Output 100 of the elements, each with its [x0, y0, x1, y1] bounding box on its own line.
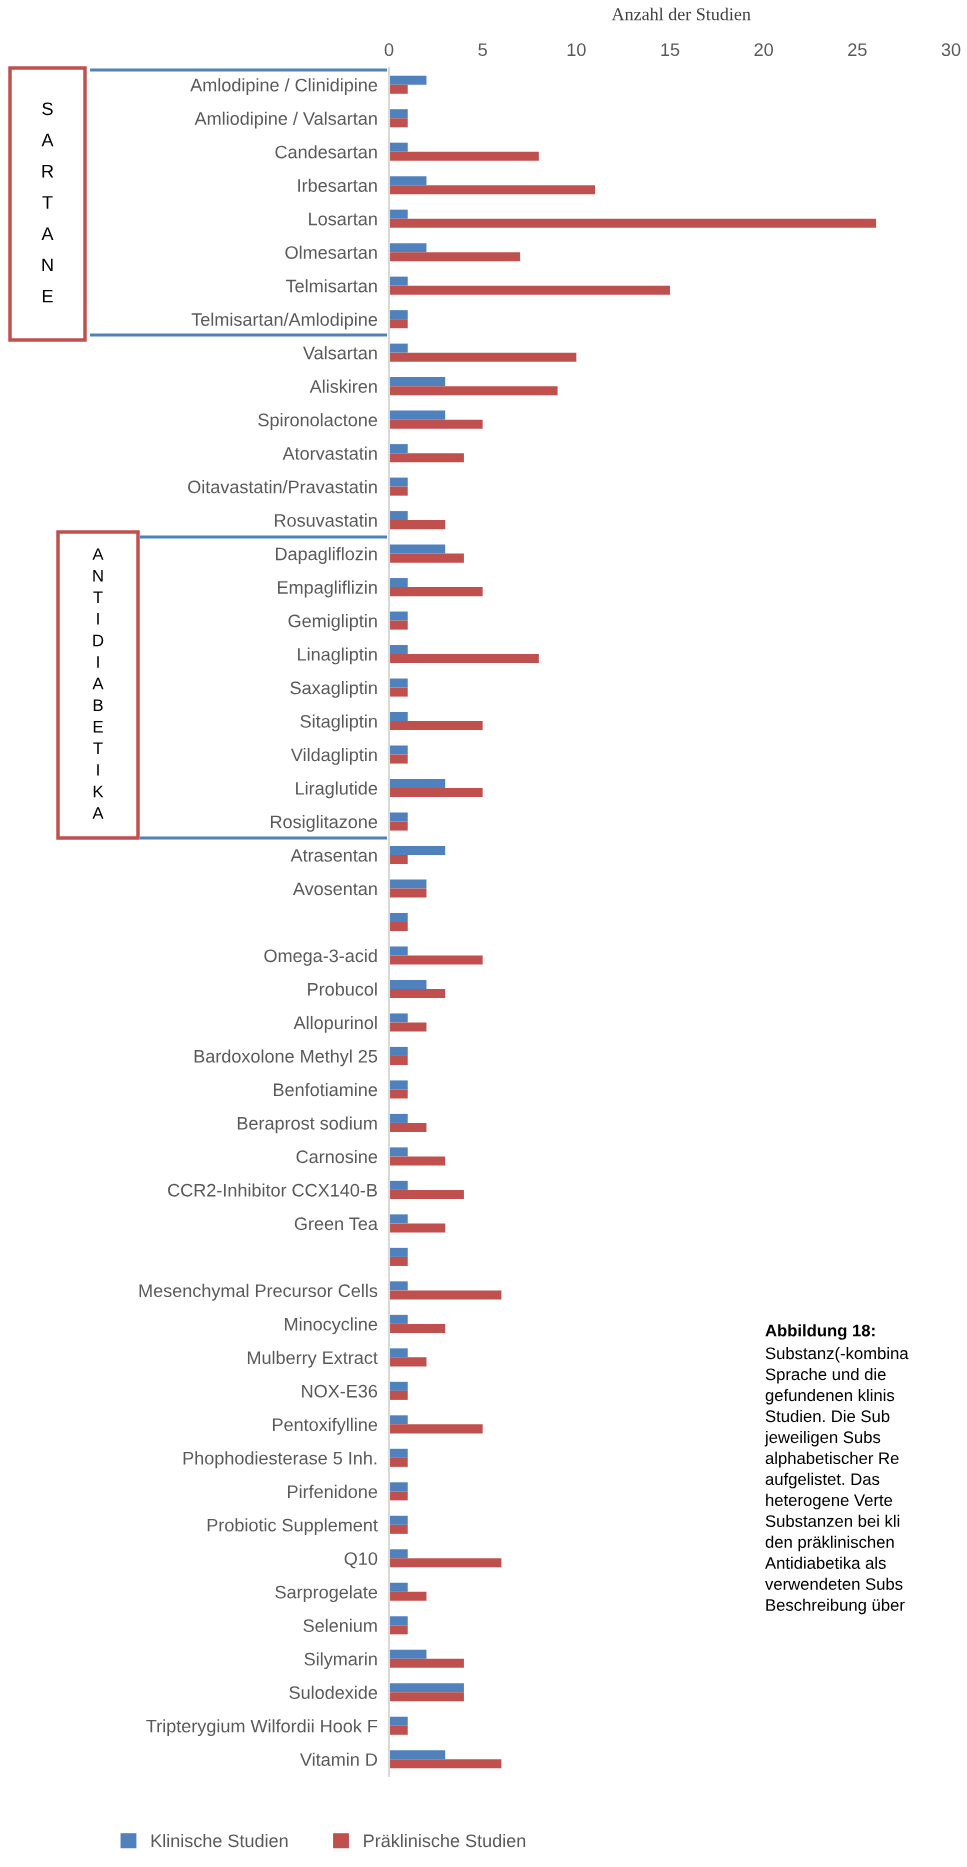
- bar: [389, 821, 408, 831]
- bar: [389, 745, 408, 755]
- bar: [389, 511, 408, 521]
- bar: [389, 1046, 408, 1056]
- y-tick-label: Amliodipine / Valsartan: [194, 111, 377, 129]
- bar: [389, 142, 408, 152]
- y-tick-label: Oitavastatin/Pravastatin: [188, 480, 377, 494]
- bar: [389, 444, 408, 454]
- y-tick-label: Carnosine: [296, 1149, 378, 1164]
- bar: [389, 1281, 408, 1291]
- bar: [389, 1381, 408, 1391]
- bar: [389, 754, 408, 764]
- bar: [389, 520, 446, 530]
- y-tick-label: Telmisartan/Amlodipine: [191, 312, 378, 330]
- bar: [389, 75, 427, 85]
- y-tick-label: Gemigliptin: [288, 614, 377, 631]
- bar: [389, 812, 408, 822]
- bar: [389, 1156, 446, 1166]
- y-tick-label: Empagliflizin: [278, 580, 377, 598]
- text: Substanz(-kombina Sprache und die gefundenen klinis Studien. Die Sub jeweiligen Subs alphabetischer Re aufgelistet. Das heterogene Verte Substanzen bei kli den präklinischen Antidiabetika als verwendeten Subs Beschreibung über: [764, 1347, 909, 1615]
- bar: [389, 118, 408, 128]
- bar: [389, 1491, 408, 1501]
- y-tick-label: Omega-3-acid: [264, 948, 377, 966]
- bar: [389, 209, 408, 219]
- y-tick-label: Sarprogelate: [275, 1585, 378, 1603]
- y-tick-label: Valsartan: [303, 346, 377, 360]
- y-tick-label: Minocycline: [285, 1317, 378, 1335]
- bar: [389, 620, 408, 630]
- bar: [389, 1658, 464, 1668]
- bar: [389, 176, 427, 186]
- bar: [389, 988, 446, 999]
- bar: [389, 955, 483, 965]
- bar: [389, 687, 408, 697]
- x-tick-label: 5: [478, 43, 487, 57]
- y-tick-label: Avosentan: [292, 882, 377, 896]
- bar: [389, 410, 446, 420]
- bar: [389, 788, 483, 798]
- x-axis-title: Anzahl der Studien: [611, 7, 751, 21]
- y-tick-label: Mulberry Extract: [247, 1350, 378, 1368]
- y-tick-label: Sitagliptin: [300, 714, 377, 732]
- bar: [389, 845, 446, 856]
- bar: [389, 1223, 446, 1233]
- bar: [389, 1683, 464, 1693]
- bar: [389, 1256, 408, 1266]
- bar: [389, 1247, 408, 1257]
- bar: [389, 109, 408, 119]
- y-tick-label: Spironolactone: [258, 413, 378, 430]
- bar: [389, 1725, 408, 1735]
- y-tick-label: Amlodipine / Clinidipine: [190, 78, 378, 96]
- bar: [389, 855, 408, 865]
- y-tick-label: Silymarin: [304, 1652, 377, 1670]
- bar: [389, 879, 427, 889]
- bar: [389, 587, 483, 597]
- y-tick-label: Aliskiren: [309, 379, 377, 393]
- y-tick-label: Green Tea: [294, 1217, 378, 1231]
- bar: [389, 386, 558, 396]
- y-tick-label: Olmesartan: [285, 245, 377, 259]
- y-tick-label: Candesartan: [275, 145, 377, 159]
- x-tick-label: 15: [661, 43, 680, 57]
- bar: [389, 1524, 408, 1534]
- y-tick-label: Losartan: [309, 212, 377, 226]
- bar: [389, 578, 408, 588]
- bar: [389, 151, 539, 161]
- bar: [389, 1482, 408, 1492]
- y-tick-label: Liraglutide: [296, 781, 378, 799]
- bar: [389, 1022, 427, 1032]
- bar: [389, 1290, 502, 1300]
- bar: [389, 1515, 408, 1525]
- y-tick-label: Beraprost sodium: [237, 1116, 377, 1134]
- y-tick-label: Q10: [344, 1552, 378, 1569]
- y-tick-label: Vildagliptin: [290, 748, 377, 765]
- bar: [389, 1549, 408, 1559]
- bar: [389, 1089, 408, 1099]
- bar: [389, 611, 408, 621]
- bar: [389, 1424, 483, 1434]
- bar: [389, 1457, 408, 1467]
- bar: [389, 1314, 408, 1324]
- text: SARTANE: [41, 102, 54, 303]
- bar: [389, 1692, 464, 1702]
- legend-label: Präklinische Studien: [364, 1833, 526, 1848]
- y-tick-label: Allopurinol: [293, 1015, 377, 1033]
- bar: [389, 1591, 427, 1601]
- bar: [389, 1348, 408, 1358]
- y-tick-label: Rosiglitazone: [270, 814, 378, 832]
- bar: [389, 1214, 408, 1224]
- bar: [389, 243, 427, 253]
- y-tick-label: Benfotiamine: [273, 1082, 378, 1097]
- bar: [389, 252, 521, 262]
- y-tick-label: Atorvastatin: [282, 446, 377, 460]
- bar: [389, 888, 427, 898]
- y-tick-label: Dapagliflozin: [276, 547, 377, 564]
- y-tick-label: Tripterygium Wilfordii Hook F: [146, 1719, 378, 1737]
- bar: [389, 419, 483, 429]
- y-tick-label: Vitamin D: [300, 1752, 378, 1766]
- bar: [389, 779, 446, 789]
- bar: [389, 1189, 464, 1199]
- y-tick-label: Sulodexide: [289, 1685, 378, 1699]
- bar: [389, 276, 408, 286]
- bar: [389, 1558, 502, 1568]
- bar: [389, 712, 408, 722]
